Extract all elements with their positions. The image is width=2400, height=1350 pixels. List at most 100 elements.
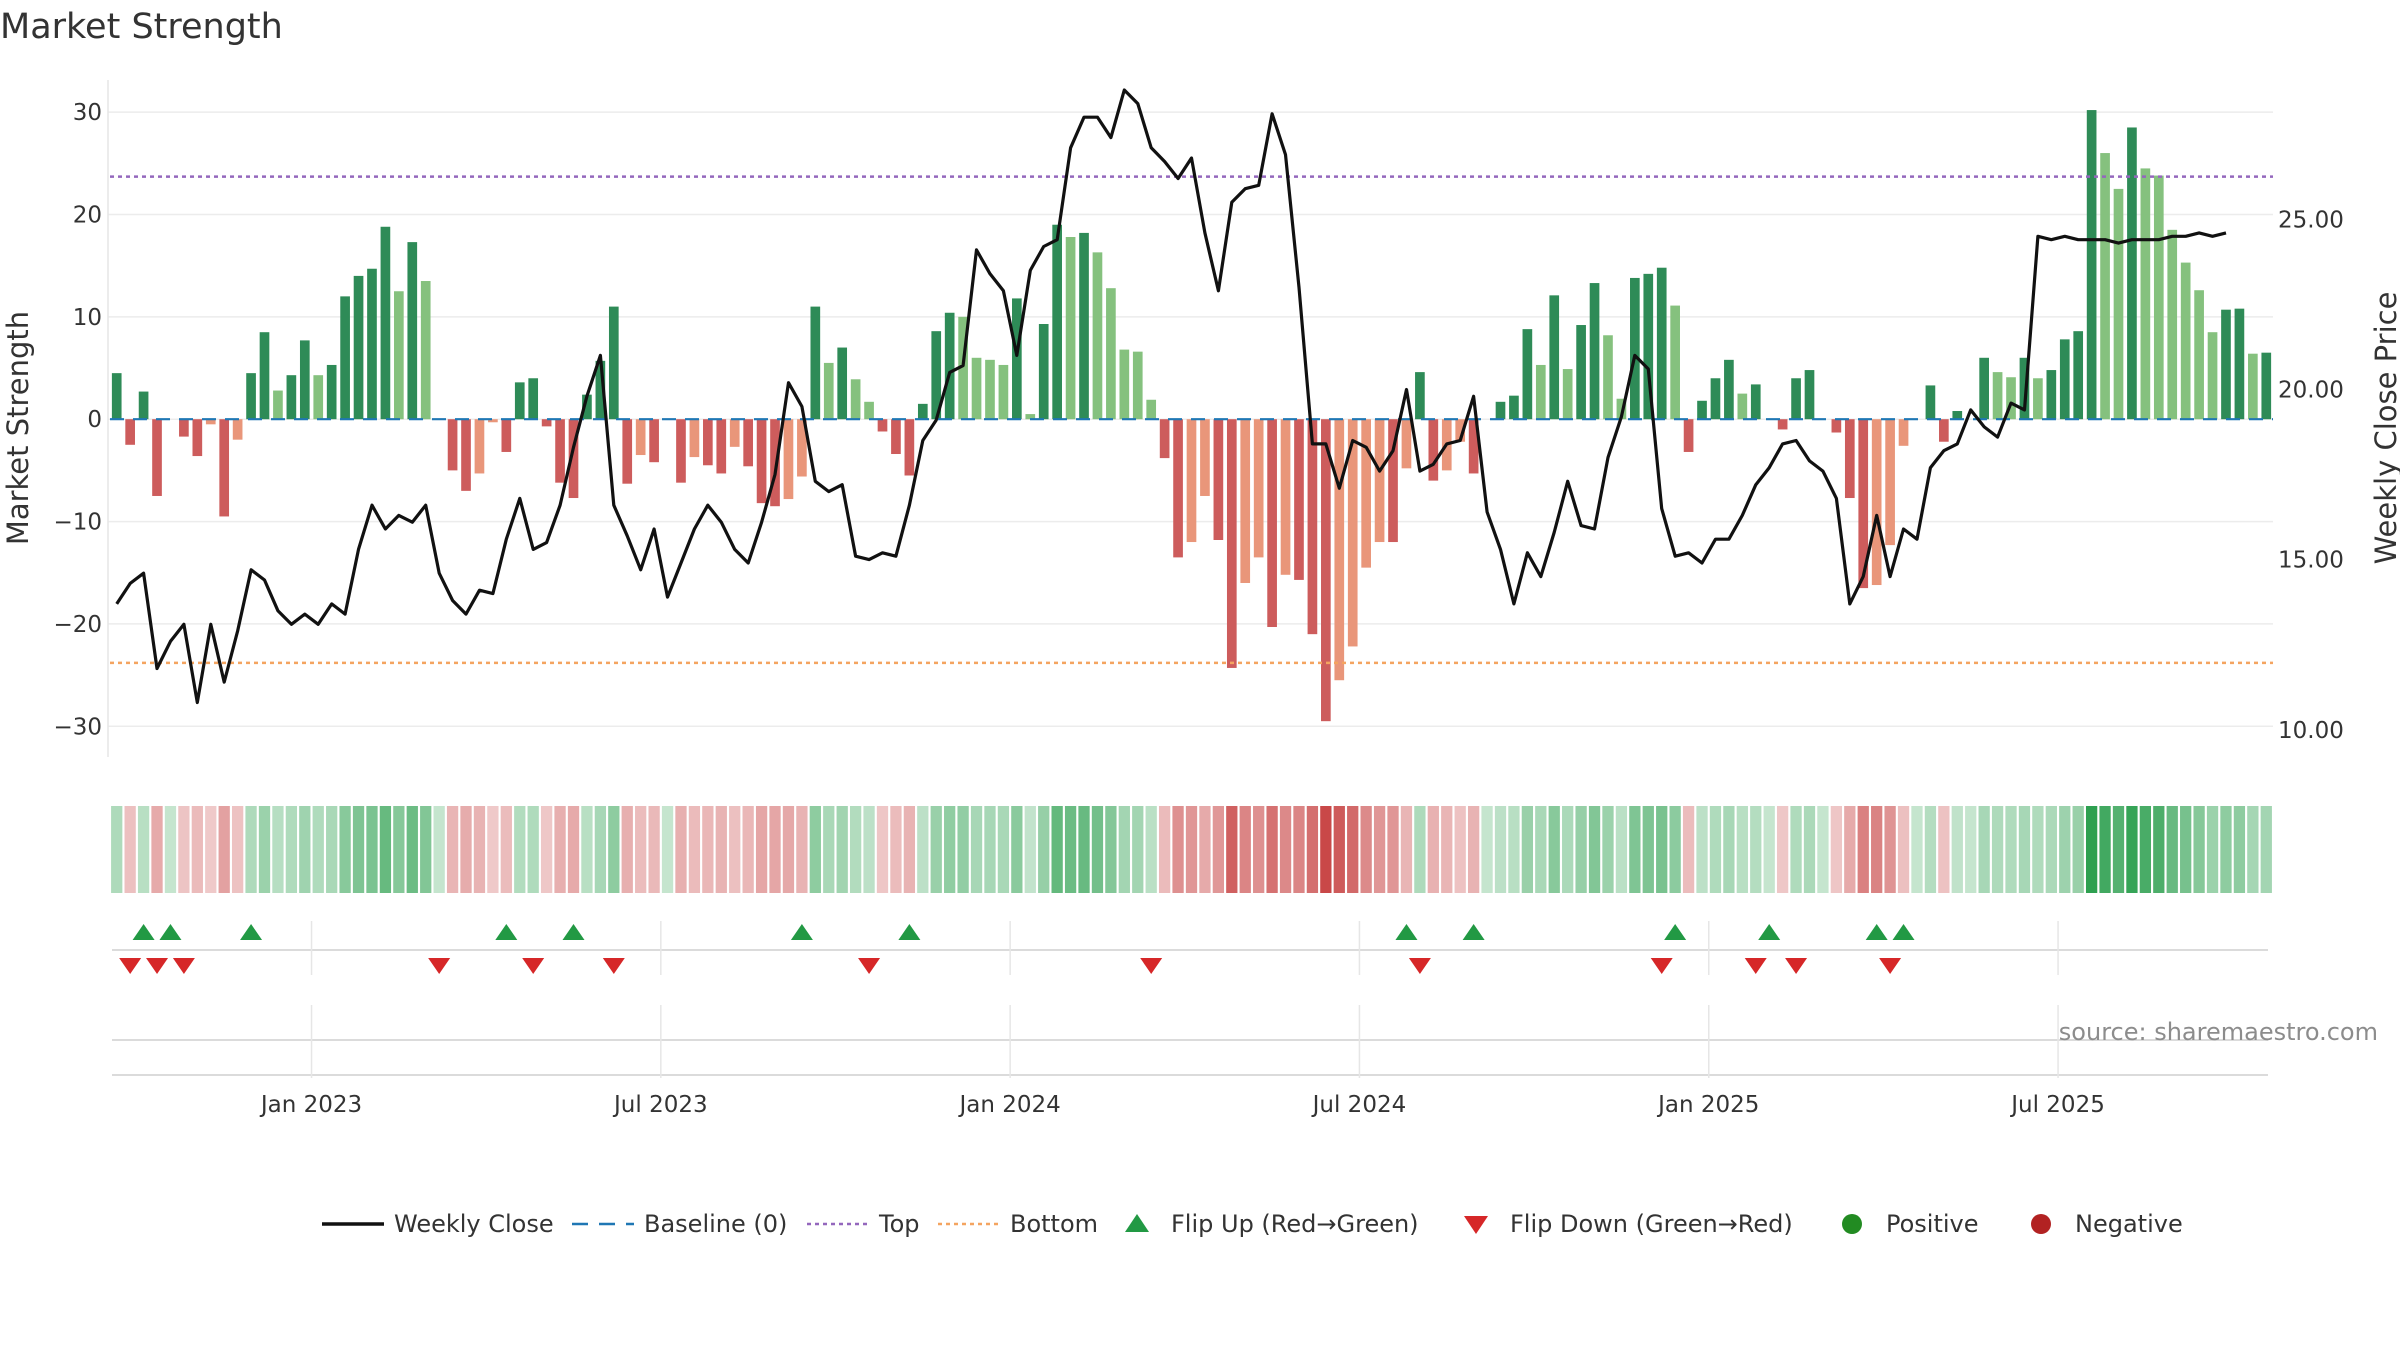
legend-label-flip-down: Flip Down (Green→Red) xyxy=(1510,1210,1793,1238)
heat-cell xyxy=(1562,806,1574,893)
strength-bar xyxy=(1280,419,1291,575)
heat-cell xyxy=(715,806,727,893)
heat-cell xyxy=(1293,806,1305,893)
strength-bar xyxy=(514,382,525,420)
strength-bar xyxy=(1401,419,1412,469)
flip-down-marker xyxy=(1140,958,1163,974)
flip-markers-panel xyxy=(112,924,2268,974)
heat-cell xyxy=(863,806,875,893)
heat-cell xyxy=(2018,806,2031,893)
strength-bar xyxy=(2248,353,2258,420)
strength-bar xyxy=(2006,377,2016,420)
strength-bar xyxy=(2073,331,2084,420)
legend-swatch-negative xyxy=(2031,1214,2051,1234)
heat-cell xyxy=(1011,806,1023,893)
strength-bar xyxy=(1522,329,1533,420)
heat-cell xyxy=(1414,806,1426,893)
heat-cell xyxy=(2099,806,2111,893)
heat-cell xyxy=(1656,806,1668,893)
strength-bar xyxy=(2100,153,2110,420)
strength-bar xyxy=(2194,290,2204,420)
strength-bar xyxy=(555,419,565,483)
strength-bar xyxy=(1871,419,1882,586)
strength-bar xyxy=(2140,168,2151,420)
heat-cell xyxy=(1723,806,1735,893)
heat-cell xyxy=(178,806,190,893)
strength-bar xyxy=(340,296,350,420)
strength-bar xyxy=(2234,308,2245,420)
strength-bar xyxy=(299,340,310,420)
heat-cell xyxy=(1803,806,1816,893)
heat-cell xyxy=(1669,806,1681,893)
heat-cell xyxy=(339,806,351,893)
heat-cell xyxy=(1064,806,1077,893)
strength-bar xyxy=(810,306,821,420)
strength-bar xyxy=(729,419,740,447)
heat-cell xyxy=(420,806,432,893)
strength-bar xyxy=(582,394,592,420)
x-tick-label: Jan 2025 xyxy=(1656,1092,1759,1118)
strength-bar xyxy=(689,419,700,458)
strength-bar xyxy=(447,419,458,471)
heat-cell xyxy=(514,806,526,893)
strength-bar xyxy=(1455,419,1466,442)
strength-bar xyxy=(985,359,995,420)
heat-cell xyxy=(124,806,136,893)
heat-cell xyxy=(1118,806,1130,893)
strength-bar xyxy=(1777,419,1788,430)
strength-bar xyxy=(703,419,713,466)
y-axis-left: 30 20 10 0 −10 −20 −30 xyxy=(53,100,102,740)
heat-cell xyxy=(567,806,580,893)
heat-cell xyxy=(890,806,902,893)
strength-bar xyxy=(649,419,659,463)
strength-bar xyxy=(1858,419,1869,589)
strength-bar xyxy=(1200,419,1210,496)
strength-bar xyxy=(1361,419,1371,568)
y-right-tick-label: 15.00 xyxy=(2278,548,2344,574)
heat-cell xyxy=(1535,806,1547,893)
legend-label-baseline: Baseline (0) xyxy=(644,1210,787,1238)
heat-cell xyxy=(1387,806,1399,893)
heat-cell xyxy=(1105,806,1117,893)
weekly-close-line xyxy=(115,88,2227,705)
heat-cell xyxy=(1951,806,1963,893)
strength-bar xyxy=(1213,419,1224,540)
strength-bar xyxy=(1347,419,1358,647)
heat-cell xyxy=(675,806,687,893)
strength-bar xyxy=(1038,324,1049,420)
strength-bar xyxy=(1468,419,1479,474)
strength-bar xyxy=(138,391,149,420)
heat-cell xyxy=(621,806,633,893)
strength-bar xyxy=(635,419,646,456)
heat-cell xyxy=(1709,806,1722,893)
heat-cell xyxy=(2220,806,2232,893)
legend-label-positive: Positive xyxy=(1886,1210,1979,1238)
heat-cell xyxy=(2126,806,2138,893)
heat-cell xyxy=(823,806,835,893)
strength-bar xyxy=(676,419,686,483)
strength-bar xyxy=(1012,298,1022,420)
heat-cell xyxy=(164,806,177,893)
heat-cell xyxy=(1602,806,1614,893)
strength-bar xyxy=(1307,419,1318,635)
heat-cell xyxy=(1844,806,1856,893)
heat-cell xyxy=(1172,806,1184,893)
strength-bar xyxy=(622,419,633,484)
heat-cell xyxy=(957,806,969,893)
strength-bar xyxy=(944,312,955,420)
strength-bar xyxy=(1159,419,1170,459)
heat-cell xyxy=(151,806,163,893)
flip-down-marker xyxy=(428,958,451,974)
heat-cell xyxy=(1199,806,1211,893)
strength-bar xyxy=(205,419,216,425)
strength-bar xyxy=(958,316,968,420)
heat-cell xyxy=(1696,806,1708,893)
strength-bar xyxy=(474,419,485,474)
strength-bar xyxy=(1670,305,1680,420)
strength-bar xyxy=(1791,378,1801,420)
strength-bar xyxy=(837,347,848,420)
strength-bar xyxy=(1374,419,1385,543)
heat-cell xyxy=(688,806,701,893)
flip-up-marker xyxy=(1664,924,1687,940)
strength-bar xyxy=(2046,370,2057,420)
